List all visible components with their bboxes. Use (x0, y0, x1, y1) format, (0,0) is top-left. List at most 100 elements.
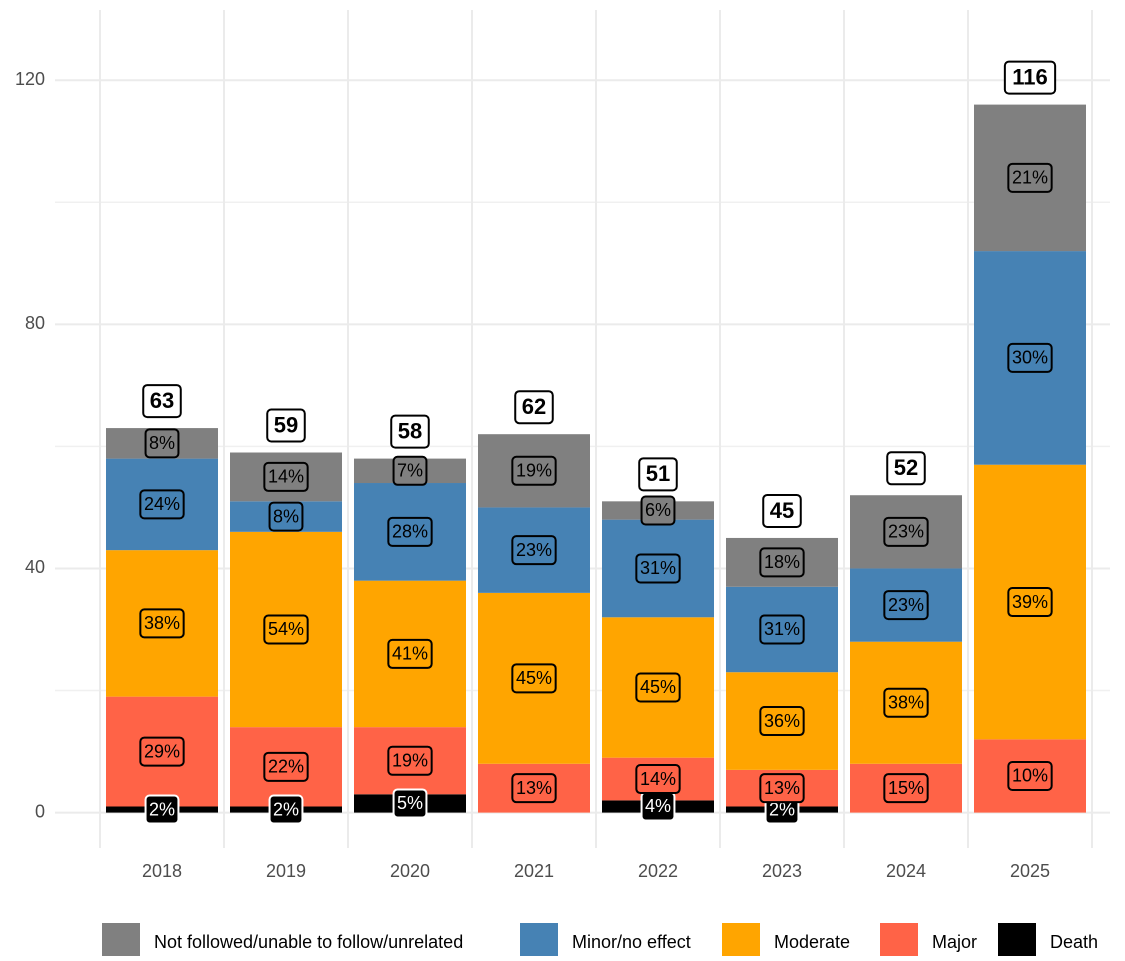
legend-key (998, 923, 1036, 961)
label-box (635, 764, 681, 795)
legend-label: Not followed/unable to follow/unrelated (154, 932, 463, 952)
label-box (883, 516, 929, 547)
label-box (759, 614, 805, 645)
data-label: 31% (640, 558, 676, 578)
data-label: 51 (646, 461, 670, 486)
data-label: 36% (764, 711, 800, 731)
legend-label: Death (1050, 932, 1098, 952)
data-label: 23% (888, 595, 924, 615)
data-label: 4% (645, 796, 671, 816)
label-box (139, 489, 185, 520)
data-label: 14% (268, 467, 304, 487)
label-box (392, 455, 428, 486)
label-box (263, 751, 309, 782)
label-box (268, 501, 304, 532)
data-label: 8% (149, 433, 175, 453)
label-box (268, 794, 304, 825)
data-label: 41% (392, 644, 428, 664)
x-tick-label: 2023 (762, 861, 802, 881)
data-label: 38% (888, 692, 924, 712)
data-label: 52 (894, 455, 918, 480)
data-label: 10% (1012, 766, 1048, 786)
label-box (511, 455, 557, 486)
data-label: 23% (888, 522, 924, 542)
label-box (883, 687, 929, 718)
y-tick-label: 120 (15, 69, 45, 89)
data-label: 62 (522, 394, 546, 419)
label-box (144, 794, 180, 825)
data-label: 19% (392, 750, 428, 770)
data-label: 13% (516, 778, 552, 798)
data-label: 45 (770, 498, 794, 523)
x-tick-label: 2019 (266, 861, 306, 881)
y-tick-label: 80 (25, 313, 45, 333)
data-label: 7% (397, 461, 423, 481)
x-tick-label: 2021 (514, 861, 554, 881)
data-label: 5% (397, 793, 423, 813)
legend-key (520, 923, 558, 961)
data-label: 22% (268, 757, 304, 777)
x-tick-label: 2018 (142, 861, 182, 881)
label-box (1007, 760, 1053, 791)
label-box (1007, 162, 1053, 193)
data-label: 2% (149, 799, 175, 819)
data-label: 6% (645, 500, 671, 520)
legend-label: Moderate (774, 932, 850, 952)
legend-label: Minor/no effect (572, 932, 691, 952)
data-label: 23% (516, 540, 552, 560)
x-tick-label: 2020 (390, 861, 430, 881)
data-label: 18% (764, 552, 800, 572)
data-label: 29% (144, 741, 180, 761)
label-box (263, 461, 309, 492)
legend-key (880, 923, 918, 961)
label-box (392, 788, 428, 819)
label-box (1003, 60, 1057, 95)
data-label: 15% (888, 778, 924, 798)
data-label: 19% (516, 461, 552, 481)
label-box (511, 535, 557, 566)
x-tick-label: 2022 (638, 861, 678, 881)
label-box (266, 408, 306, 443)
label-box (263, 614, 309, 645)
x-tick-label: 2024 (886, 861, 926, 881)
data-label: 39% (1012, 592, 1048, 612)
data-label: 58 (398, 418, 422, 443)
data-label: 8% (273, 506, 299, 526)
label-box (514, 390, 554, 425)
label-box (635, 672, 681, 703)
data-label: 38% (144, 613, 180, 633)
label-box (511, 773, 557, 804)
data-label: 116 (1012, 64, 1048, 89)
label-box (1007, 342, 1053, 373)
data-label: 2% (769, 799, 795, 819)
label-box (511, 663, 557, 694)
data-label: 45% (640, 677, 676, 697)
y-tick-label: 40 (25, 557, 45, 577)
data-label: 28% (392, 522, 428, 542)
data-label: 24% (144, 494, 180, 514)
x-tick-label: 2025 (1010, 861, 1050, 881)
data-label: 2% (273, 799, 299, 819)
data-label: 54% (268, 619, 304, 639)
label-box (387, 745, 433, 776)
data-label: 59 (274, 412, 298, 437)
label-box (144, 428, 180, 459)
label-box (883, 590, 929, 621)
label-box (635, 553, 681, 584)
data-label: 31% (764, 619, 800, 639)
label-box (139, 736, 185, 767)
label-box (883, 773, 929, 804)
label-box (759, 773, 805, 804)
label-box (762, 493, 802, 528)
data-label: 13% (764, 778, 800, 798)
label-box (1007, 587, 1053, 618)
label-box (759, 706, 805, 737)
legend-key (722, 923, 760, 961)
label-box (638, 457, 678, 492)
data-label: 30% (1012, 348, 1048, 368)
label-box (387, 516, 433, 547)
label-box (142, 384, 182, 419)
label-box (759, 547, 805, 578)
legend-key (102, 923, 140, 961)
label-box (390, 414, 430, 449)
